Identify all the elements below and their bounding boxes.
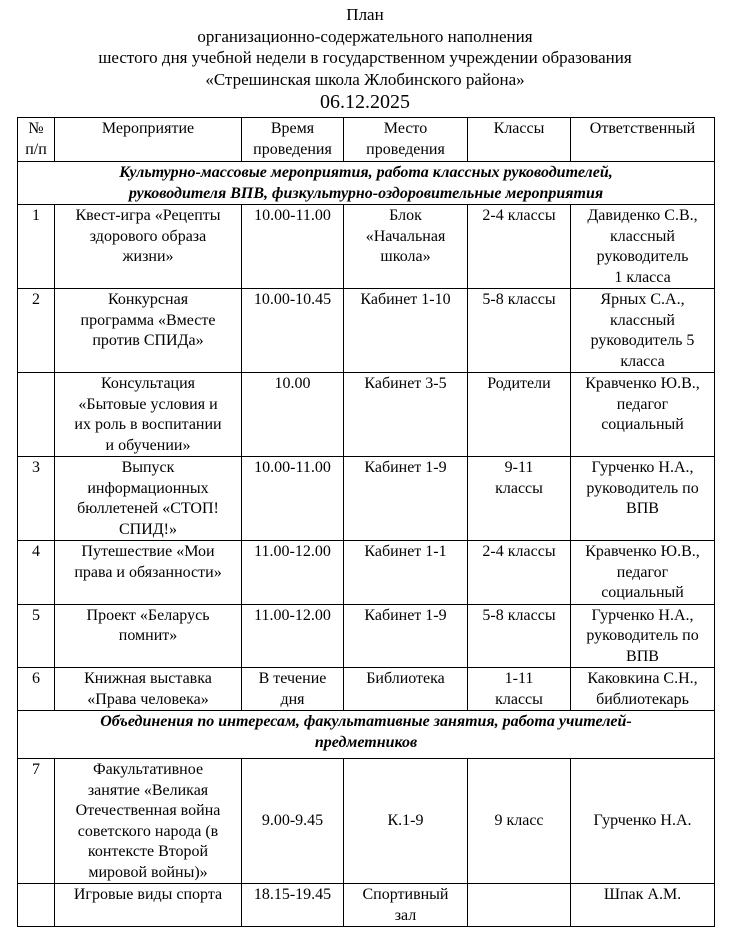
cell-place: Кабинет 1-10 xyxy=(343,288,468,373)
cell-time: 10.00-10.45 xyxy=(241,288,344,373)
cell-time: Время проведения xyxy=(241,117,344,162)
cell-classes: 9-11 классы xyxy=(467,456,571,541)
document-date: 06.12.2025 xyxy=(320,91,410,113)
table-row: 2 Конкурсная программа «Вместе против СПИ… xyxy=(17,288,715,373)
cell-classes: 5-8 классы xyxy=(467,288,571,373)
cell-place: Кабинет 1-9 xyxy=(343,456,468,541)
document-title: План организационно-содержательного напо… xyxy=(0,4,730,114)
cell-number: 2 xyxy=(17,288,55,373)
cell-place: Библиотека xyxy=(343,667,468,711)
cell-responsible: Гурченко Н.А., руководитель по ВПВ xyxy=(570,456,715,541)
cell-responsible: Кравченко Ю.В., педагог социальный xyxy=(570,540,715,605)
cell-place: Кабинет 1-1 xyxy=(343,540,468,605)
cell-responsible: Гурченко Н.А. xyxy=(570,758,715,884)
cell-number xyxy=(17,883,55,927)
cell-classes: 2-4 классы xyxy=(467,204,571,289)
table-row: 7 Факультативное занятие «Великая Отечест… xyxy=(17,758,715,884)
cell-event: Факультативное занятие «Великая Отечеств… xyxy=(54,758,242,884)
cell-event: Игровые виды спорта xyxy=(54,883,242,927)
table-row: 1 Квест-игра «Рецепты здорового образа жи… xyxy=(17,204,715,289)
cell-number: 7 xyxy=(17,758,55,884)
section-row: Культурно-массовые мероприятия, работа к… xyxy=(17,161,715,205)
cell-time: 10.00 xyxy=(241,372,344,457)
table-row: Игровые виды спорта 18.15-19.45 Спортивный… xyxy=(17,883,715,927)
cell-time: 10.00-11.00 xyxy=(241,204,344,289)
cell-event: Конкурсная программа «Вместе против СПИД… xyxy=(54,288,242,373)
cell-place: Кабинет 3-5 xyxy=(343,372,468,457)
cell-responsible: Кравченко Ю.В., педагог социальный xyxy=(570,372,715,457)
cell-number xyxy=(17,372,55,457)
cell-event: Консультация «Бытовые условия и их роль … xyxy=(54,372,242,457)
cell-event: Мероприятие xyxy=(54,117,242,162)
cell-time: 11.00-12.00 xyxy=(241,540,344,605)
cell-number: № п/п xyxy=(17,117,55,162)
cell-number: 3 xyxy=(17,456,55,541)
cell-responsible: Шпак А.М. xyxy=(570,883,715,927)
cell-number: 1 xyxy=(17,204,55,289)
cell-classes: 2-4 классы xyxy=(467,540,571,605)
cell-place: К.1-9 xyxy=(343,758,468,884)
cell-time: 11.00-12.00 xyxy=(241,603,344,668)
cell-classes: 1-11 классы xyxy=(467,667,571,711)
cell-time: 9.00-9.45 xyxy=(241,758,344,884)
cell-responsible: Ответственный xyxy=(570,117,715,162)
cell-time: 18.15-19.45 xyxy=(241,883,344,927)
cell-place: Спортивный зал xyxy=(343,883,468,927)
title-line: организационно-содержательного наполнени… xyxy=(197,26,533,46)
cell-time: В течение дня xyxy=(241,667,344,711)
table-row: 4 Путешествие «Мои права и обязанности» 11… xyxy=(17,540,715,605)
title-line: План xyxy=(346,5,384,24)
cell-classes: Классы xyxy=(467,117,571,162)
table-row: 6 Книжная выставка «Права человека» В тече… xyxy=(17,667,715,711)
cell-event: Квест-игра «Рецепты здорового образа жиз… xyxy=(54,204,242,289)
cell-event: Книжная выставка «Права человека» xyxy=(54,667,242,711)
table-row: Консультация «Бытовые условия и их роль … xyxy=(17,372,715,457)
title-line: «Стрешинская школа Жлобинского района» xyxy=(205,69,525,89)
cell-time: 10.00-11.00 xyxy=(241,456,344,541)
section-heading: Культурно-массовые мероприятия, работа к… xyxy=(17,161,715,205)
table-row: 3 Выпуск информационных бюллетеней «СТОП!… xyxy=(17,456,715,541)
plan-table: № п/п Мероприятие Время проведения Место пр… xyxy=(17,117,715,927)
cell-event: Путешествие «Мои права и обязанности» xyxy=(54,540,242,605)
cell-classes: 5-8 классы xyxy=(467,603,571,668)
cell-classes: Родители xyxy=(467,372,571,457)
cell-classes xyxy=(467,883,571,927)
cell-number: 4 xyxy=(17,540,55,605)
cell-responsible: Каковкина С.Н., библиотекарь xyxy=(570,667,715,711)
cell-place: Место проведения xyxy=(343,117,468,162)
cell-number: 5 xyxy=(17,603,55,668)
cell-classes: 9 класс xyxy=(467,758,571,884)
cell-responsible: Давиденко С.В., классный руководитель 1 … xyxy=(570,204,715,289)
cell-responsible: Ярных С.А., классный руководитель 5 клас… xyxy=(570,288,715,373)
section-row: Объединения по интересам, факультативные… xyxy=(17,710,715,759)
cell-responsible: Гурченко Н.А., руководитель по ВПВ xyxy=(570,603,715,668)
title-line: шестого дня учебной недели в государстве… xyxy=(98,48,632,67)
table-row: 5 Проект «Беларусь помнит» 11.00-12.00 Каби… xyxy=(17,603,715,668)
section-heading: Объединения по интересам, факультативные… xyxy=(17,710,715,759)
cell-number: 6 xyxy=(17,667,55,711)
cell-place: Кабинет 1-9 xyxy=(343,603,468,668)
cell-event: Проект «Беларусь помнит» xyxy=(54,603,242,668)
header-row: № п/п Мероприятие Время проведения Место пр… xyxy=(17,117,715,162)
cell-place: Блок «Начальная школа» xyxy=(343,204,468,289)
cell-event: Выпуск информационных бюллетеней «СТОП! … xyxy=(54,456,242,541)
